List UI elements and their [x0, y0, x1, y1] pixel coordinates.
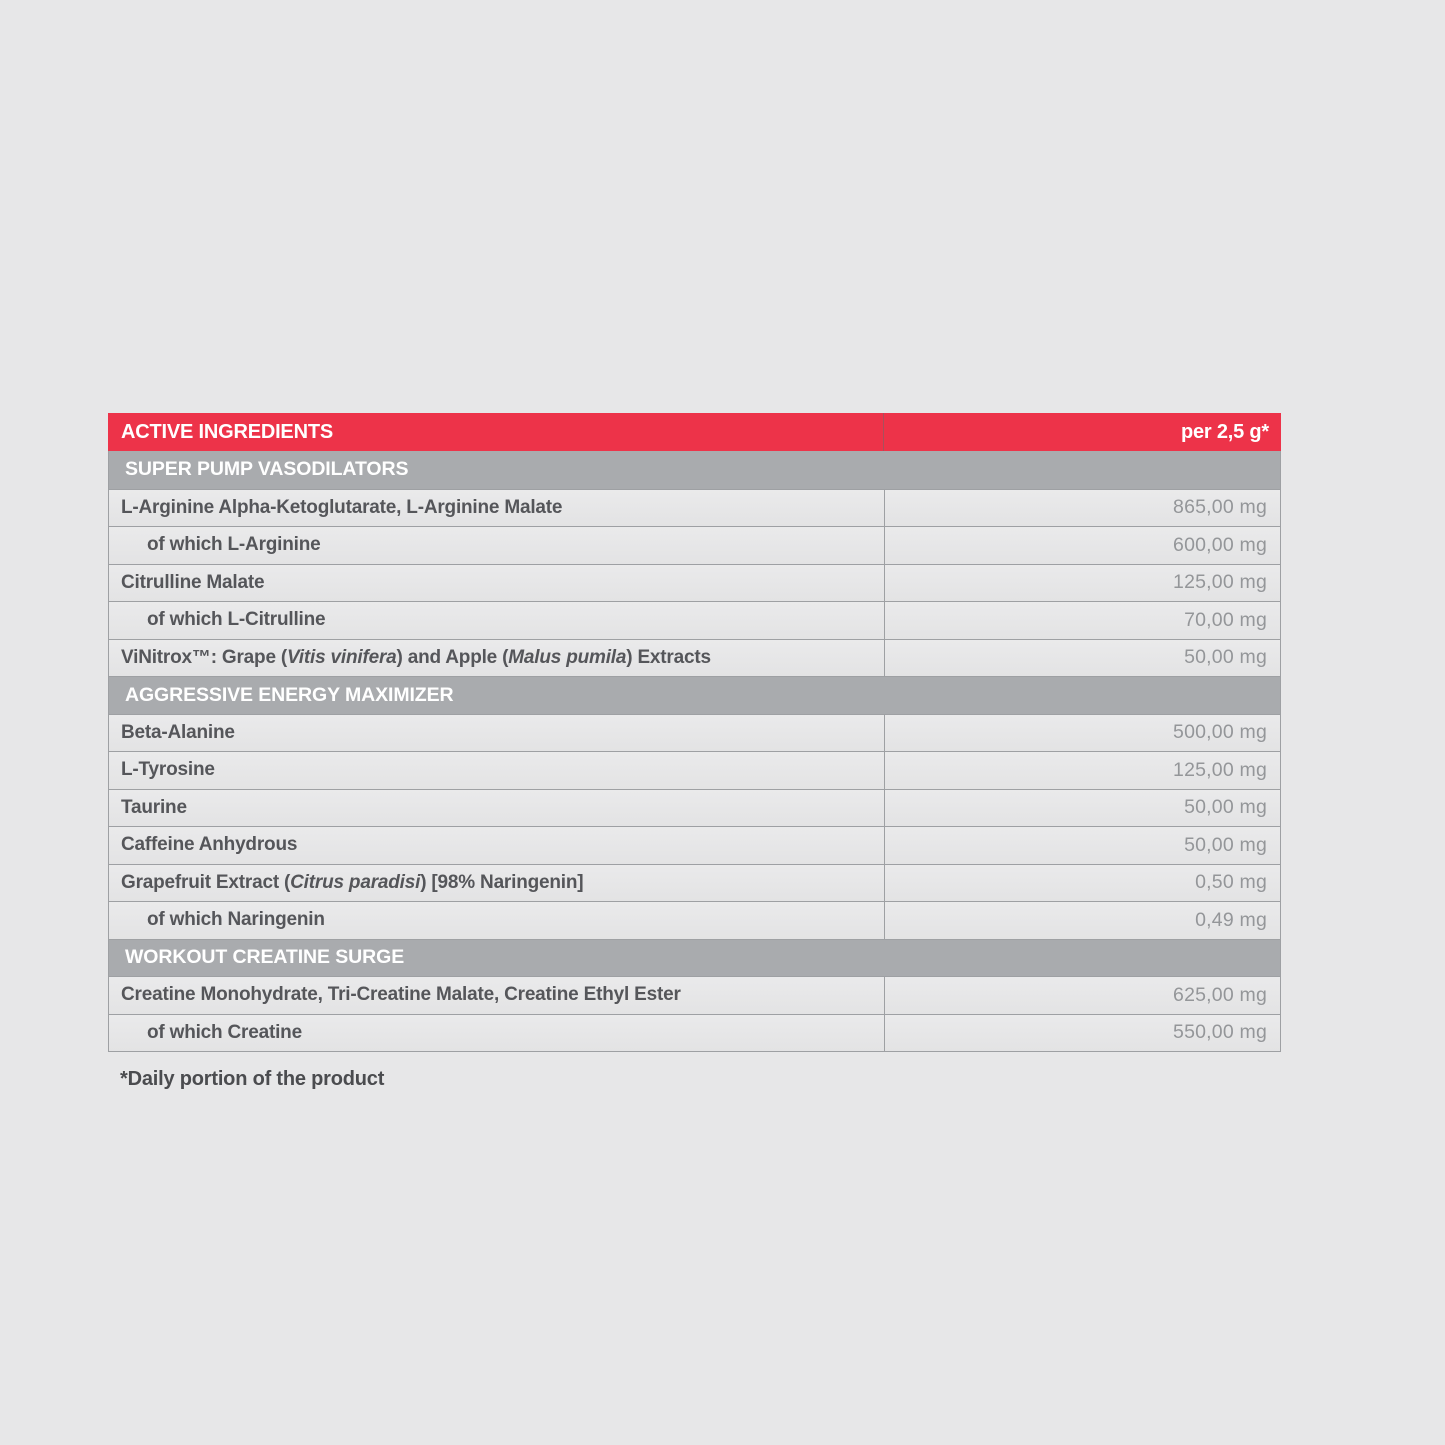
ingredient-amount: 0,50 mg	[884, 864, 1280, 901]
section-header-row: SUPER PUMP VASODILATORS	[109, 451, 1280, 489]
ingredient-name: L-Arginine Alpha-Ketoglutarate, L-Argini…	[121, 496, 563, 518]
ingredient-amount: 50,00 mg	[884, 639, 1280, 676]
ingredient-row: Caffeine Anhydrous 50,00 mg	[109, 826, 1280, 864]
ingredient-row: Taurine 50,00 mg	[109, 788, 1280, 826]
ingredient-amount: 600,00 mg	[884, 527, 1280, 564]
ingredient-amount: 50,00 mg	[884, 827, 1280, 864]
section-title: WORKOUT CREATINE SURGE	[125, 946, 405, 969]
table-header-row: ACTIVE INGREDIENTS per 2,5 g*	[108, 413, 1281, 451]
ingredient-row: of which L-Citrulline 70,00 mg	[109, 601, 1280, 639]
table-header-title: ACTIVE INGREDIENTS	[121, 420, 333, 443]
ingredient-row: of which Creatine 550,00 mg	[109, 1013, 1280, 1051]
ingredient-name: Taurine	[121, 796, 187, 818]
section-header-row: AGGRESSIVE ENERGY MAXIMIZER	[109, 676, 1280, 714]
ingredient-amount: 50,00 mg	[884, 789, 1280, 826]
ingredient-amount: 125,00 mg	[884, 564, 1280, 601]
ingredient-name: Grapefruit Extract (Citrus paradisi) [98…	[121, 871, 584, 893]
ingredient-row: Grapefruit Extract (Citrus paradisi) [98…	[109, 863, 1280, 901]
section-header-row: WORKOUT CREATINE SURGE	[109, 938, 1280, 976]
ingredient-name: Caffeine Anhydrous	[121, 834, 298, 856]
footnote: *Daily portion of the product	[120, 1068, 385, 1090]
ingredient-name: of which Naringenin	[147, 909, 325, 931]
ingredient-name: Beta-Alanine	[121, 721, 235, 743]
ingredient-amount: 550,00 mg	[884, 1014, 1280, 1051]
ingredient-row: Beta-Alanine 500,00 mg	[109, 713, 1280, 751]
ingredient-amount: 865,00 mg	[884, 489, 1280, 526]
ingredients-rows: SUPER PUMP VASODILATORS L-Arginine Alpha-…	[108, 451, 1281, 1052]
table-header-serving: per 2,5 g*	[883, 413, 1281, 451]
ingredient-row: Citrulline Malate 125,00 mg	[109, 563, 1280, 601]
ingredient-name: Creatine Monohydrate, Tri-Creatine Malat…	[121, 984, 681, 1006]
section-title: SUPER PUMP VASODILATORS	[125, 458, 409, 481]
section-title: AGGRESSIVE ENERGY MAXIMIZER	[125, 683, 454, 706]
ingredient-amount: 625,00 mg	[884, 977, 1280, 1014]
ingredient-name: of which L-Citrulline	[147, 609, 326, 631]
ingredient-amount: 70,00 mg	[884, 602, 1280, 639]
ingredient-name: of which Creatine	[147, 1021, 302, 1043]
ingredient-row: ViNitrox™: Grape (Vitis vinifera) and Ap…	[109, 638, 1280, 676]
ingredient-row: L-Arginine Alpha-Ketoglutarate, L-Argini…	[109, 488, 1280, 526]
ingredient-row: of which Naringenin 0,49 mg	[109, 901, 1280, 939]
ingredient-row: L-Tyrosine 125,00 mg	[109, 751, 1280, 789]
ingredient-name: Citrulline Malate	[121, 571, 265, 593]
ingredient-name: ViNitrox™: Grape (Vitis vinifera) and Ap…	[121, 646, 711, 668]
ingredient-name: of which L-Arginine	[147, 534, 321, 556]
ingredient-row: of which L-Arginine 600,00 mg	[109, 526, 1280, 564]
ingredient-row: Creatine Monohydrate, Tri-Creatine Malat…	[109, 976, 1280, 1014]
ingredient-amount: 125,00 mg	[884, 752, 1280, 789]
ingredient-name: L-Tyrosine	[121, 759, 215, 781]
active-ingredients-table: ACTIVE INGREDIENTS per 2,5 g* SUPER PUMP…	[108, 413, 1281, 1091]
ingredient-amount: 500,00 mg	[884, 714, 1280, 751]
ingredient-amount: 0,49 mg	[884, 902, 1280, 939]
